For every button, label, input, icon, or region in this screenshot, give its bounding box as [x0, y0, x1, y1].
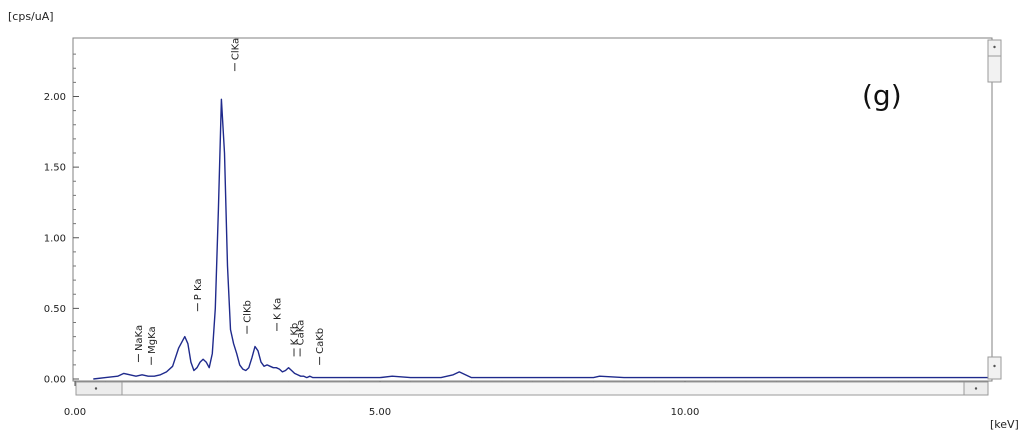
y-tick-label: 1.00 — [44, 233, 66, 244]
peak-label-cakb: CaKb — [315, 328, 326, 365]
peak-label-kka: K Ka — [272, 298, 283, 331]
bottom-scroll-control[interactable] — [987, 356, 1002, 380]
scroll-dot-icon — [974, 387, 978, 390]
spectrum-line — [93, 98, 990, 380]
horizontal-scrollbar[interactable] — [75, 381, 989, 396]
peak-label-text: CaKa — [296, 320, 307, 346]
peak-label-text: ClKb — [243, 300, 254, 323]
y-tick-label: 0.00 — [44, 375, 66, 386]
y-axis-unit-label: [cps/uA] — [8, 10, 54, 23]
y-axis: 0.00 0.50 1.00 1.50 2.00 — [44, 53, 79, 386]
peak-label-text: P Ka — [193, 278, 204, 300]
peak-label-text: K Kb — [289, 323, 300, 346]
peak-label-clkb: ClKb — [243, 300, 254, 334]
x-axis-unit-label: [keV] — [990, 418, 1019, 430]
peak-label-caka: CaKa — [296, 320, 307, 357]
x-tick-label: 0.00 — [64, 407, 86, 418]
y-tick-label: 0.50 — [44, 304, 66, 315]
peak-label-text: MgKa — [147, 326, 158, 354]
scroll-dot-icon — [993, 45, 996, 49]
peak-label-naka: NaKa — [134, 325, 145, 363]
top-scroll-control[interactable] — [987, 39, 1002, 83]
scroll-dot-icon — [94, 387, 98, 390]
peak-label-text: CaKb — [315, 328, 326, 354]
peak-label-text: K Ka — [272, 298, 283, 320]
peak-label-clka: ClKa — [230, 38, 241, 72]
plot-frame — [72, 37, 993, 382]
panel-annotation: (g) — [862, 79, 902, 112]
peak-label-text: NaKa — [134, 325, 145, 351]
peak-label-pka: P Ka — [193, 278, 204, 312]
peak-label-mgka: MgKa — [147, 326, 158, 365]
x-tick-label: 10.00 — [671, 407, 700, 418]
y-tick-label: 2.00 — [44, 92, 66, 103]
scrollbar-left-handle[interactable] — [75, 381, 123, 396]
peak-label-text: ClKa — [230, 38, 241, 60]
series-layer — [93, 98, 990, 380]
peak-label-kkb: K Kb — [289, 323, 300, 357]
x-tick-label: 5.00 — [369, 407, 391, 418]
scroll-dot-icon — [993, 364, 996, 368]
y-tick-label: 1.50 — [44, 163, 66, 174]
